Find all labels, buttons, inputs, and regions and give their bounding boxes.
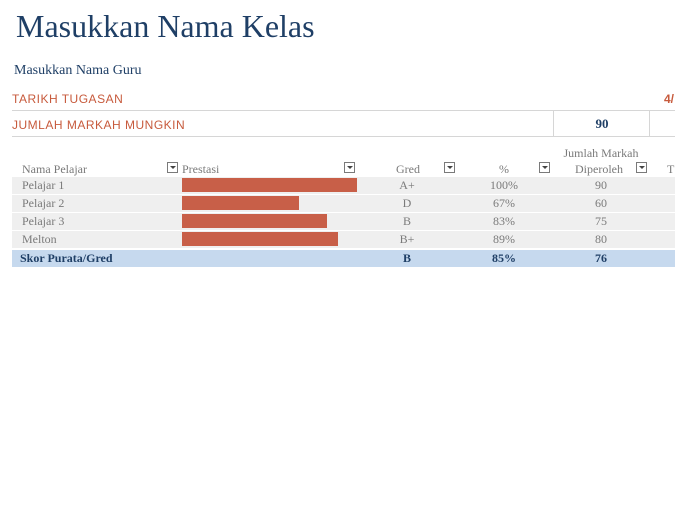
assignment-date-value[interactable]: 4/ — [664, 92, 675, 106]
student-name[interactable]: Pelajar 3 — [22, 214, 65, 228]
class-name-title[interactable]: Masukkan Nama Kelas — [16, 8, 315, 44]
student-name[interactable]: Melton — [22, 232, 57, 246]
header-truncated: T — [667, 162, 675, 176]
filter-dropdown-icon[interactable] — [344, 162, 355, 173]
assignment-date-label: TARIKH TUGASAN — [12, 92, 124, 106]
teacher-name[interactable]: Masukkan Nama Guru — [14, 63, 142, 78]
summary-grade: B — [402, 251, 411, 265]
header-marks-line2: Diperoleh — [575, 162, 623, 176]
filter-dropdown-icon[interactable] — [539, 162, 550, 173]
header-grade: Gred — [396, 162, 420, 176]
divider — [12, 110, 675, 111]
percent-cell[interactable]: 100% — [490, 178, 518, 192]
table-row[interactable] — [12, 195, 675, 212]
filter-dropdown-icon[interactable] — [636, 162, 647, 173]
grade-cell[interactable]: A+ — [399, 178, 415, 192]
performance-bar — [182, 178, 357, 192]
summary-marks: 76 — [595, 251, 607, 265]
filter-dropdown-icon[interactable] — [444, 162, 455, 173]
percent-cell[interactable]: 83% — [493, 214, 515, 228]
header-performance: Prestasi — [182, 162, 220, 176]
header-marks: Jumlah Markah — [563, 146, 639, 160]
grade-cell[interactable]: B+ — [399, 232, 415, 246]
summary-row — [12, 250, 675, 267]
divider — [553, 110, 554, 136]
student-name[interactable]: Pelajar 1 — [22, 178, 65, 192]
max-marks-label: JUMLAH MARKAH MUNGKIN — [12, 118, 186, 132]
performance-bar — [182, 232, 338, 246]
grade-cell[interactable]: D — [402, 196, 412, 210]
filter-dropdown-icon[interactable] — [167, 162, 178, 173]
summary-percent: 85% — [492, 251, 516, 265]
header-student: Nama Pelajar — [22, 162, 87, 176]
divider — [649, 110, 650, 136]
marks-cell[interactable]: 75 — [595, 214, 607, 228]
table-row[interactable] — [12, 213, 675, 230]
student-name[interactable]: Pelajar 2 — [22, 196, 65, 210]
max-marks-value[interactable]: 90 — [595, 116, 609, 131]
grade-cell[interactable]: B — [402, 214, 411, 228]
summary-label: Skor Purata/Gred — [20, 251, 113, 265]
header-percent: % — [499, 162, 509, 176]
percent-cell[interactable]: 67% — [493, 196, 515, 210]
performance-bar — [182, 196, 300, 210]
table-row[interactable] — [12, 231, 675, 248]
percent-cell[interactable]: 89% — [493, 232, 515, 246]
marks-cell[interactable]: 80 — [595, 232, 607, 246]
marks-cell[interactable]: 90 — [595, 178, 607, 192]
marks-cell[interactable]: 60 — [595, 196, 607, 210]
performance-bar — [182, 214, 328, 228]
divider — [12, 136, 675, 137]
